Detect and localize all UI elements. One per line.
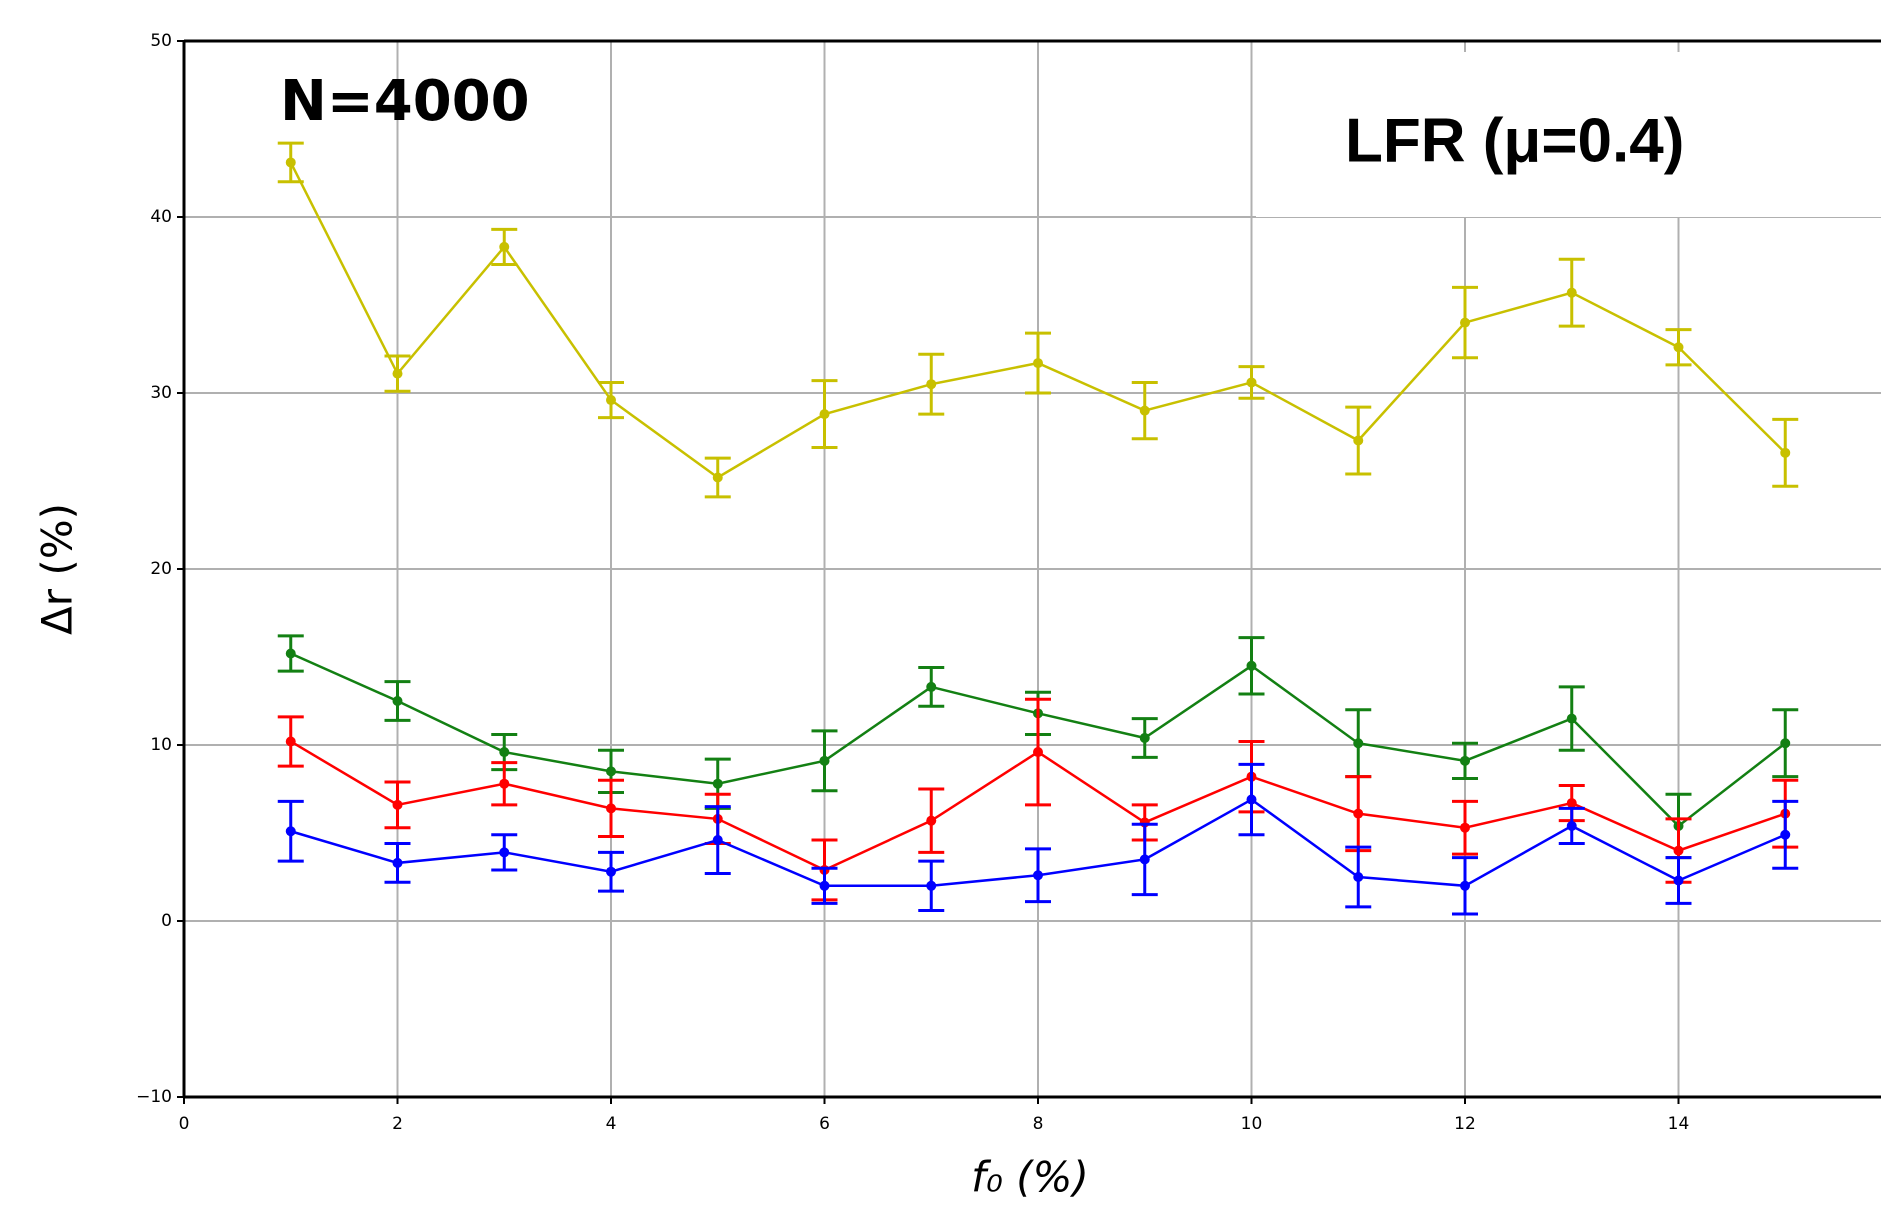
data-point (1780, 447, 1791, 458)
x-tick-label: 4 (606, 1114, 617, 1134)
data-point (1139, 732, 1150, 743)
data-point (1353, 872, 1364, 882)
y-tick-label: 0 (161, 911, 172, 931)
data-point (1460, 755, 1470, 766)
data-point (712, 472, 723, 483)
annotation-box (1256, 52, 1881, 217)
data-point (926, 681, 937, 692)
data-point (1246, 377, 1257, 388)
data-point (499, 778, 510, 789)
data-point (392, 368, 403, 379)
x-tick-label: 14 (1668, 1114, 1690, 1134)
data-point (1353, 435, 1364, 446)
y-tick-label: 20 (150, 559, 172, 579)
data-point (819, 409, 830, 420)
data-point (499, 847, 510, 858)
data-point (1780, 738, 1791, 749)
x-axis-label: f₀ (%) (971, 1153, 1089, 1202)
data-point (392, 799, 403, 810)
data-point (1246, 660, 1257, 671)
data-point (712, 778, 723, 789)
data-point (1033, 870, 1043, 881)
data-point (926, 815, 937, 826)
x-tick-label: 12 (1454, 1114, 1476, 1134)
data-point (1460, 880, 1470, 891)
data-point (1566, 287, 1577, 298)
y-tick-label: 10 (150, 735, 172, 755)
data-point (499, 241, 510, 252)
data-point (392, 696, 403, 706)
annotation: N=4000 (280, 69, 530, 134)
x-tick-label: 0 (179, 1114, 190, 1134)
data-point (1460, 822, 1470, 833)
data-point (926, 379, 937, 390)
data-point (1780, 829, 1791, 840)
y-tick-label: −10 (136, 1087, 172, 1107)
x-tick-label: 8 (1033, 1114, 1044, 1134)
data-point (1673, 342, 1684, 353)
data-point (819, 880, 830, 891)
y-tick-label: 30 (150, 383, 172, 403)
data-point (499, 747, 510, 758)
data-point (1460, 317, 1470, 328)
x-tick-label: 6 (819, 1114, 830, 1134)
data-point (285, 736, 296, 747)
data-point (606, 866, 616, 877)
data-point (606, 803, 616, 814)
data-point (285, 648, 296, 659)
y-axis-label: Δr (%) (33, 503, 82, 635)
data-point (1673, 845, 1684, 856)
data-point (819, 755, 830, 766)
annotation: LFR (μ=0.4) (1345, 106, 1684, 175)
data-point (1353, 738, 1364, 749)
data-point (606, 395, 616, 406)
data-point (1139, 405, 1150, 416)
data-point (1566, 820, 1577, 831)
y-tick-label: 40 (150, 207, 172, 227)
data-point (1353, 808, 1364, 819)
data-point (1673, 875, 1684, 886)
x-tick-label: 2 (392, 1114, 403, 1134)
data-point (1033, 358, 1043, 369)
data-point (285, 826, 296, 837)
data-point (606, 766, 616, 777)
data-point (1566, 798, 1577, 809)
data-point (392, 857, 403, 868)
data-point (712, 835, 723, 846)
data-point (1566, 713, 1577, 724)
data-point (285, 157, 296, 168)
y-tick-label: 50 (150, 31, 172, 51)
data-point (1033, 747, 1043, 758)
x-tick-label: 10 (1241, 1114, 1263, 1134)
data-point (1246, 794, 1257, 805)
data-point (926, 880, 937, 891)
data-point (1139, 854, 1150, 865)
